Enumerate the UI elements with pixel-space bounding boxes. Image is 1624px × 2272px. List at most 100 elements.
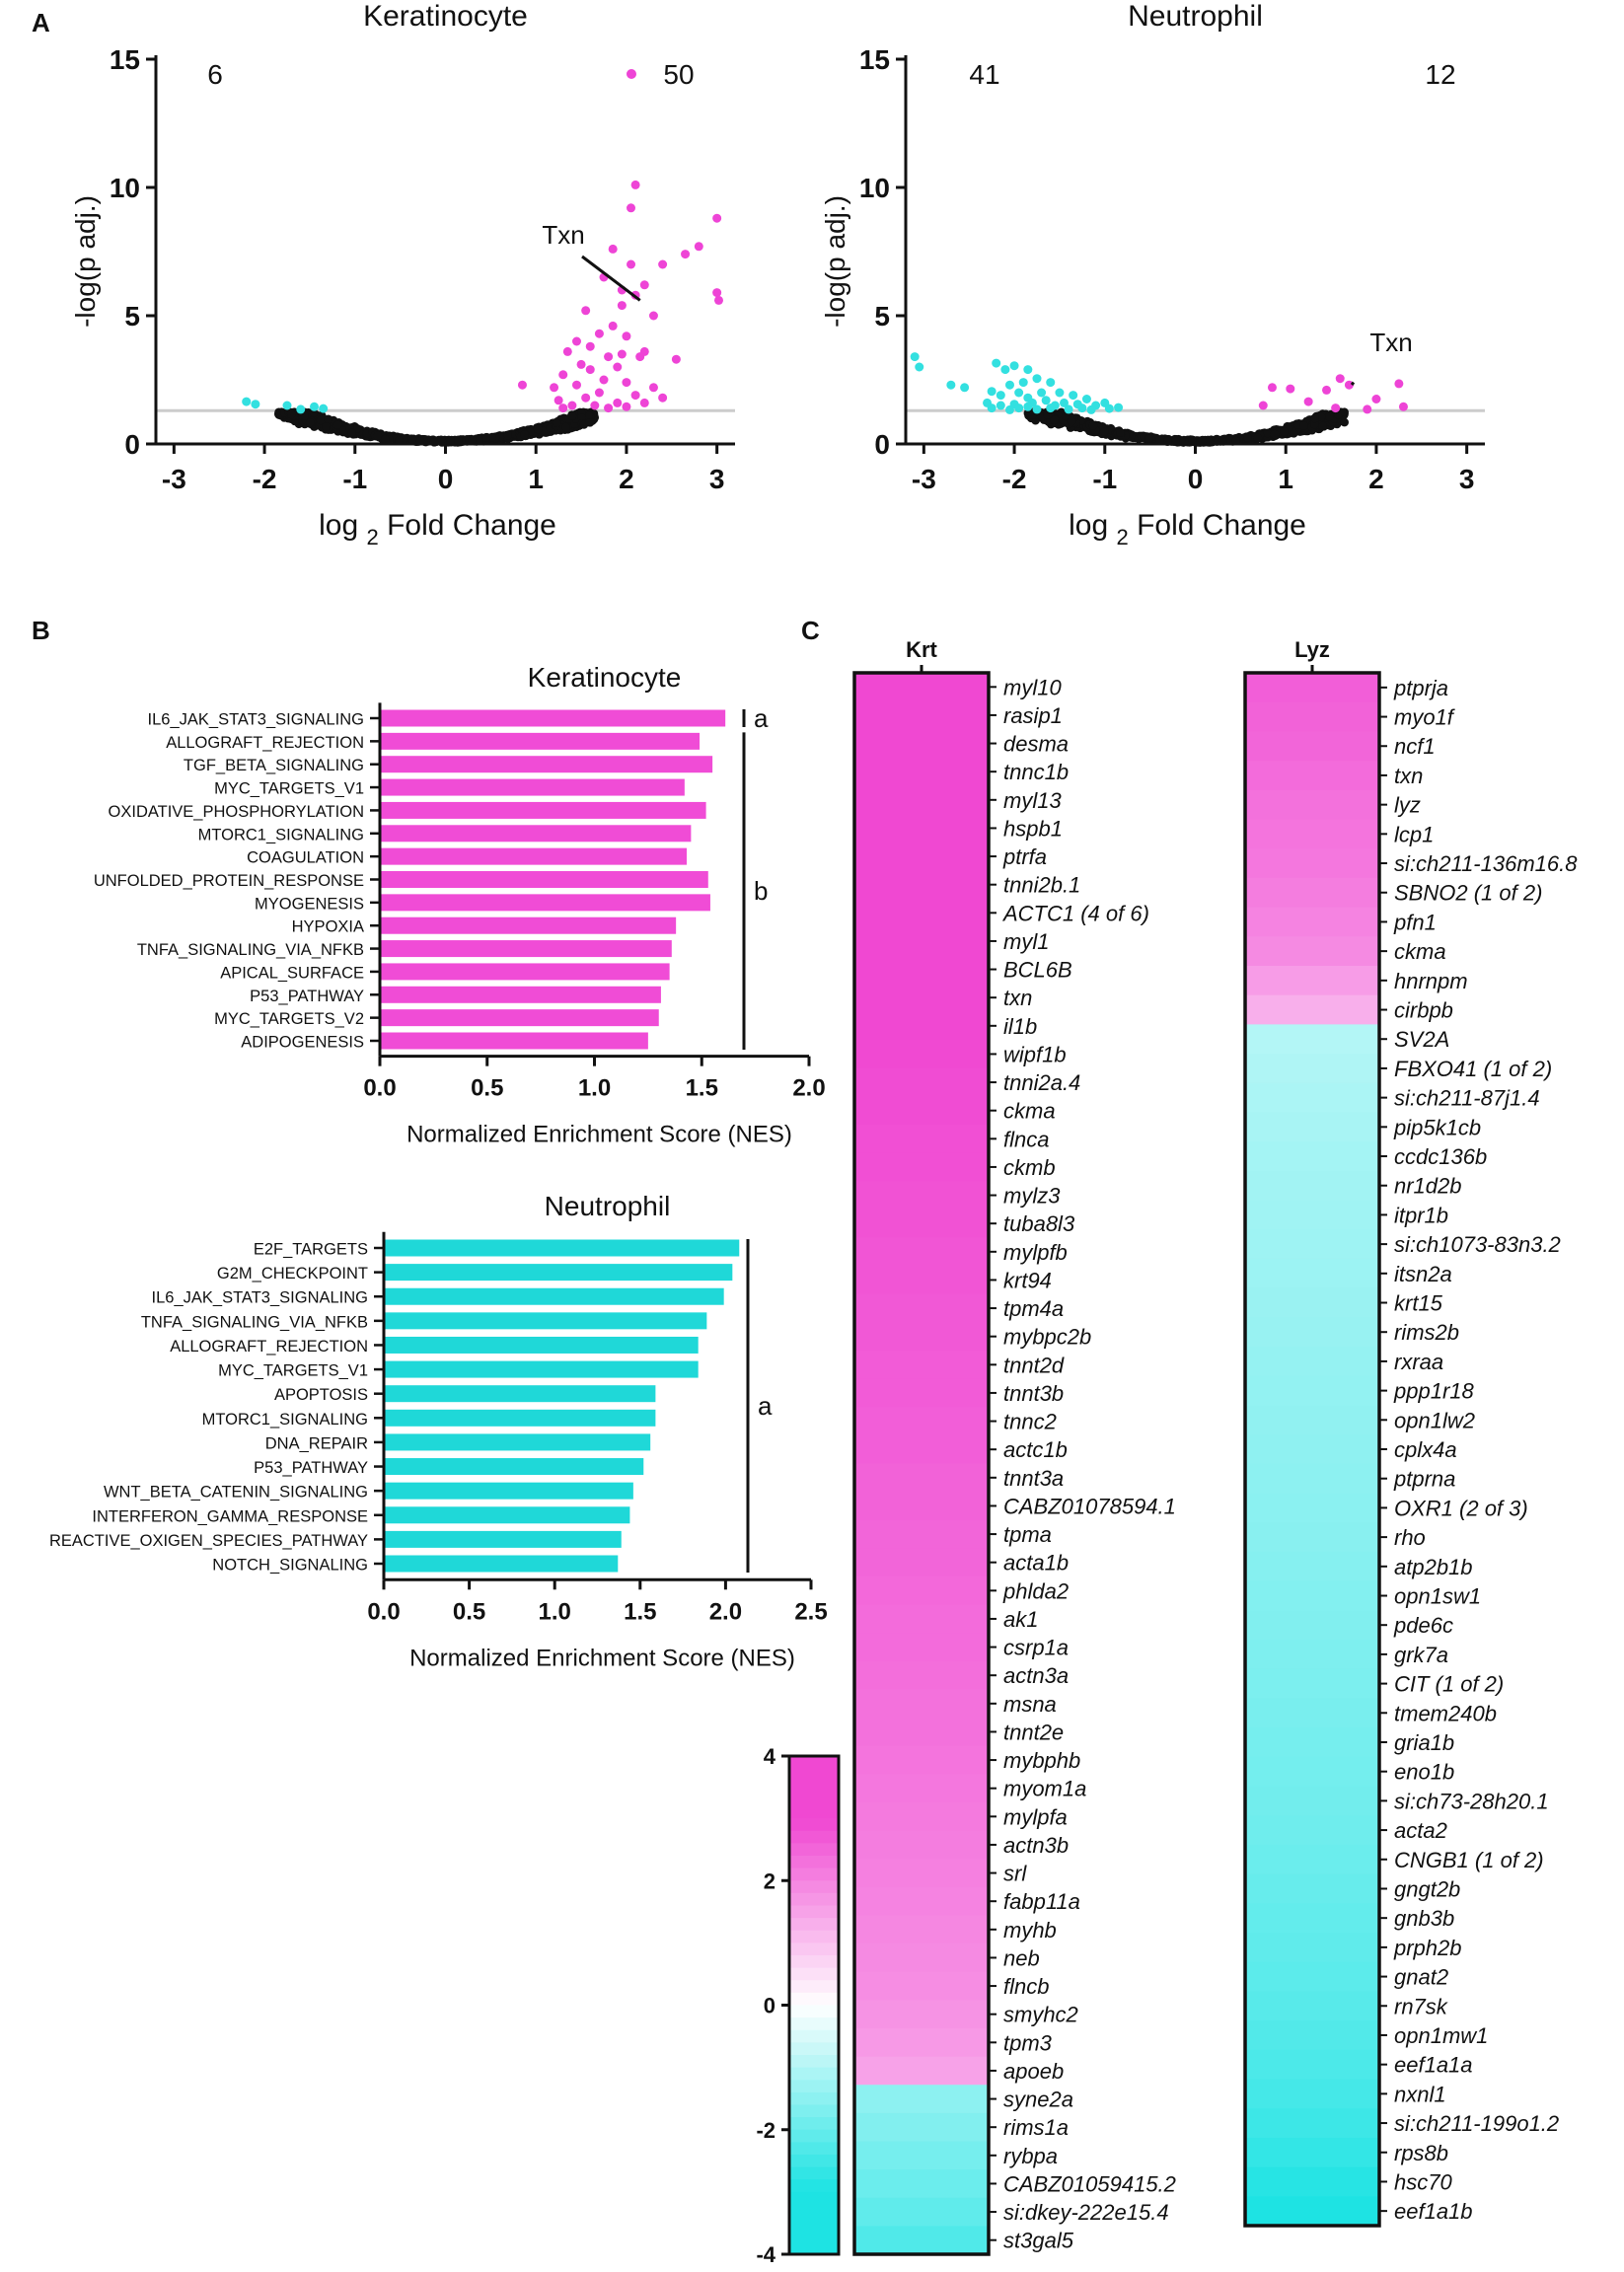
heatmap-cell: [854, 842, 989, 871]
gene-label: tpm4a: [1003, 1296, 1064, 1321]
down-point: [960, 383, 970, 393]
heatmap-cell: [854, 899, 989, 928]
up-point: [712, 213, 722, 223]
down-point: [1046, 378, 1056, 388]
gene-label: FBXO41 (1 of 2): [1394, 1057, 1552, 1081]
downregulated-points: [242, 397, 329, 414]
heatmap-cell: [854, 1830, 989, 1860]
heatmap-cell: [1245, 1580, 1379, 1611]
volcano-plot-1: Keratinocyte 0 5 10 15 -3 -2 -1 0 1 2 3 -log(p adj.)…: [70, 0, 735, 550]
heatmap-cell: [854, 1548, 989, 1577]
category-label: P53_PATHWAY: [254, 1459, 368, 1477]
gene-label: ckma: [1394, 939, 1446, 964]
color-scale-segment: [789, 1967, 839, 1981]
y-axis-label: -log(p adj.): [820, 195, 850, 328]
heatmap-cell: [854, 729, 989, 759]
gene-label: wipf1b: [1003, 1042, 1067, 1066]
nes-bar: [380, 871, 708, 888]
ns-point: [1299, 421, 1309, 430]
color-scale-segment: [789, 2155, 839, 2168]
nes-bar-chart-1: Keratinocyte IL6_JAK_STAT3_SIGNALING ALLOG…: [94, 662, 826, 1148]
up-point: [1258, 401, 1268, 410]
y-tick-label: 0: [124, 429, 140, 460]
down-point: [1032, 404, 1042, 414]
category-label: APOPTOSIS: [274, 1386, 368, 1404]
down-point: [1077, 403, 1087, 413]
nes-bar: [384, 1360, 699, 1378]
heatmap-cell: [1245, 789, 1379, 821]
heatmap-1: Krt myl10 rasip1 desma tnnc1b myl13 hspb1 ptrfa…: [852, 637, 1176, 2256]
heatmap-cell: [854, 1689, 989, 1719]
category-label: ADIPOGENESIS: [241, 1034, 364, 1052]
down-point: [1023, 402, 1033, 411]
heatmap-cell: [1245, 1493, 1379, 1523]
up-point: [594, 388, 604, 398]
y-tick-label: 15: [859, 44, 890, 75]
nes-bar: [380, 1009, 659, 1027]
ns-point: [1088, 420, 1098, 430]
gene-label: rxraa: [1394, 1350, 1443, 1374]
color-scale-segment: [789, 2241, 839, 2255]
heatmap-cell: [854, 1971, 989, 2001]
color-scale-segment: [789, 2204, 839, 2218]
up-point: [713, 295, 723, 305]
up-point: [576, 359, 586, 369]
gene-label: tnni2b.1: [1003, 873, 1080, 898]
up-point: [1286, 384, 1295, 394]
gene-label: ppp1r18: [1393, 1379, 1475, 1404]
gene-label: prph2b: [1393, 1936, 1462, 1960]
category-label: UNFOLDED_PROTEIN_RESPONSE: [94, 872, 364, 890]
up-point: [648, 383, 658, 393]
ns-point: [1280, 427, 1289, 436]
gene-label: acta1b: [1003, 1551, 1069, 1576]
down-point: [1032, 374, 1042, 384]
heatmap-cell: [854, 2056, 989, 2086]
up-point: [1344, 380, 1354, 390]
color-scale-segment: [789, 2042, 839, 2056]
x-tick-label: 3: [1459, 464, 1475, 494]
gene-label: st3gal5: [1003, 2229, 1074, 2253]
gene-label: krt94: [1003, 1268, 1052, 1292]
ns-point: [584, 411, 593, 421]
up-point: [658, 393, 668, 403]
gene-label: si:ch211-87j1.4: [1394, 1086, 1540, 1111]
gene-label: hsc70: [1394, 2169, 1452, 2194]
gene-label: rps8b: [1394, 2141, 1448, 2165]
heatmap-cell: [854, 1322, 989, 1352]
upregulated-points: [517, 180, 723, 413]
nes-bar: [380, 709, 726, 727]
down-point: [910, 352, 920, 362]
gene-label: syne2a: [1003, 2088, 1073, 2112]
up-point: [571, 336, 581, 346]
heatmap-cell: [1245, 2166, 1379, 2197]
heatmap-cell: [1245, 1933, 1379, 1963]
heatmap-cell: [1245, 1287, 1379, 1318]
x-tick-label: 1.5: [686, 1075, 718, 1102]
color-scale-segment: [789, 2217, 839, 2231]
panel-label-a: A: [32, 8, 50, 37]
panel-labels: A B C: [32, 8, 820, 645]
down-point: [1041, 396, 1051, 405]
gene-label: mylpfa: [1003, 1804, 1068, 1829]
category-label: HYPOXIA: [292, 918, 364, 936]
gene-label: rybpa: [1003, 2144, 1058, 2168]
x-label-tail: Fold Change: [1129, 509, 1306, 542]
gene-label: mybphb: [1003, 1748, 1080, 1773]
heatmap-cell: [1245, 2108, 1379, 2139]
color-scale-segment: [789, 1868, 839, 1881]
gene-label: tpm3: [1003, 2030, 1053, 2055]
heatmap-cell: [854, 1943, 989, 1973]
annotation-label: Txn: [1369, 328, 1412, 357]
up-point: [581, 306, 591, 316]
color-scale-segment: [789, 1892, 839, 1907]
heatmap-title: Lyz: [1294, 637, 1330, 662]
color-scale-segment: [789, 2080, 839, 2093]
heatmap-cell: [854, 2112, 989, 2143]
y-tick-label: 15: [110, 44, 140, 75]
up-point: [608, 244, 618, 254]
bar-chart-title: Keratinocyte: [528, 662, 682, 693]
heatmap-cell: [854, 2141, 989, 2170]
category-label: MYC_TARGETS_V2: [214, 1010, 364, 1028]
